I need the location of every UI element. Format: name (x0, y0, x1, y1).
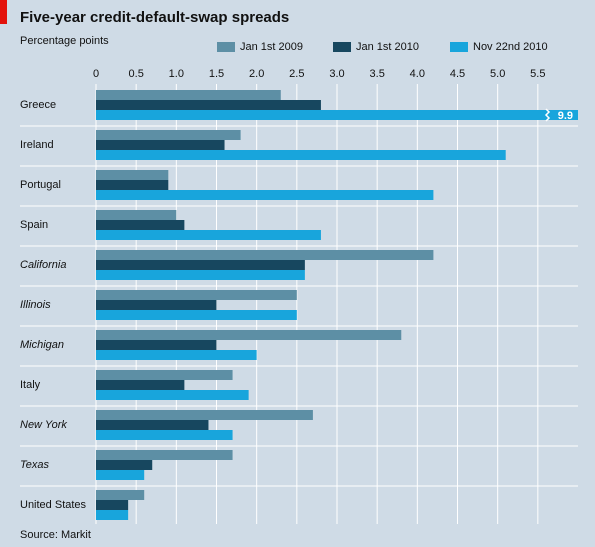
x-tick-label: 3.5 (370, 68, 385, 80)
legend-label: Jan 1st 2010 (356, 41, 419, 53)
y-tick-label: Ireland (20, 139, 54, 151)
chart-title: Five-year credit-default-swap spreads (20, 9, 289, 26)
bar (96, 220, 185, 230)
bar (96, 380, 185, 390)
bar (96, 490, 145, 500)
y-tick-label: Greece (20, 99, 56, 111)
bar (96, 290, 297, 300)
bar (96, 100, 321, 110)
x-tick-label: 1.0 (169, 68, 184, 80)
bar (96, 180, 169, 190)
y-tick-label: Italy (20, 379, 41, 391)
bar (96, 510, 129, 520)
legend-swatch (217, 42, 235, 52)
bar (96, 270, 305, 280)
x-tick-label: 4.0 (410, 68, 425, 80)
bar (96, 170, 169, 180)
x-tick-label: 4.5 (450, 68, 465, 80)
bar-break (544, 108, 551, 122)
bar (96, 210, 177, 220)
bar (96, 260, 305, 270)
bar (96, 140, 225, 150)
legend-swatch (333, 42, 351, 52)
bar (96, 90, 281, 100)
red-tag (0, 0, 7, 24)
bar (96, 110, 578, 120)
legend-label: Jan 1st 2009 (240, 41, 303, 53)
x-tick-label: 2.5 (289, 68, 304, 80)
bar (96, 460, 153, 470)
bar (96, 420, 209, 430)
x-tick-label: 5.5 (530, 68, 545, 80)
source: Source: Markit (20, 529, 91, 541)
x-tick-label: 3.0 (329, 68, 344, 80)
y-tick-label: Michigan (20, 339, 64, 351)
x-tick-label: 0 (93, 68, 99, 80)
bar (96, 450, 233, 460)
y-tick-label: New York (20, 419, 67, 431)
bar (96, 370, 233, 380)
bar (96, 230, 321, 240)
bar (96, 310, 297, 320)
bar (96, 130, 241, 140)
bar (96, 410, 313, 420)
y-tick-label: United States (20, 499, 87, 511)
bar (96, 250, 434, 260)
y-tick-label: Illinois (20, 299, 51, 311)
y-tick-label: Spain (20, 219, 48, 231)
bar (96, 470, 145, 480)
bar (96, 340, 217, 350)
bar (96, 150, 506, 160)
bar (96, 430, 233, 440)
y-tick-label: California (20, 259, 66, 271)
bar (96, 350, 257, 360)
x-tick-label: 0.5 (129, 68, 144, 80)
x-tick-label: 1.5 (209, 68, 224, 80)
subtitle: Percentage points (20, 35, 109, 47)
bar (96, 500, 129, 510)
x-tick-label: 2.0 (249, 68, 264, 80)
legend-swatch (450, 42, 468, 52)
bar (96, 300, 217, 310)
y-tick-label: Texas (20, 459, 49, 471)
y-tick-label: Portugal (20, 179, 61, 191)
bar (96, 190, 434, 200)
value-label: 9.9 (558, 110, 573, 122)
bar (96, 330, 402, 340)
x-tick-label: 5.0 (490, 68, 505, 80)
legend-label: Nov 22nd 2010 (473, 41, 548, 53)
bar (96, 390, 249, 400)
